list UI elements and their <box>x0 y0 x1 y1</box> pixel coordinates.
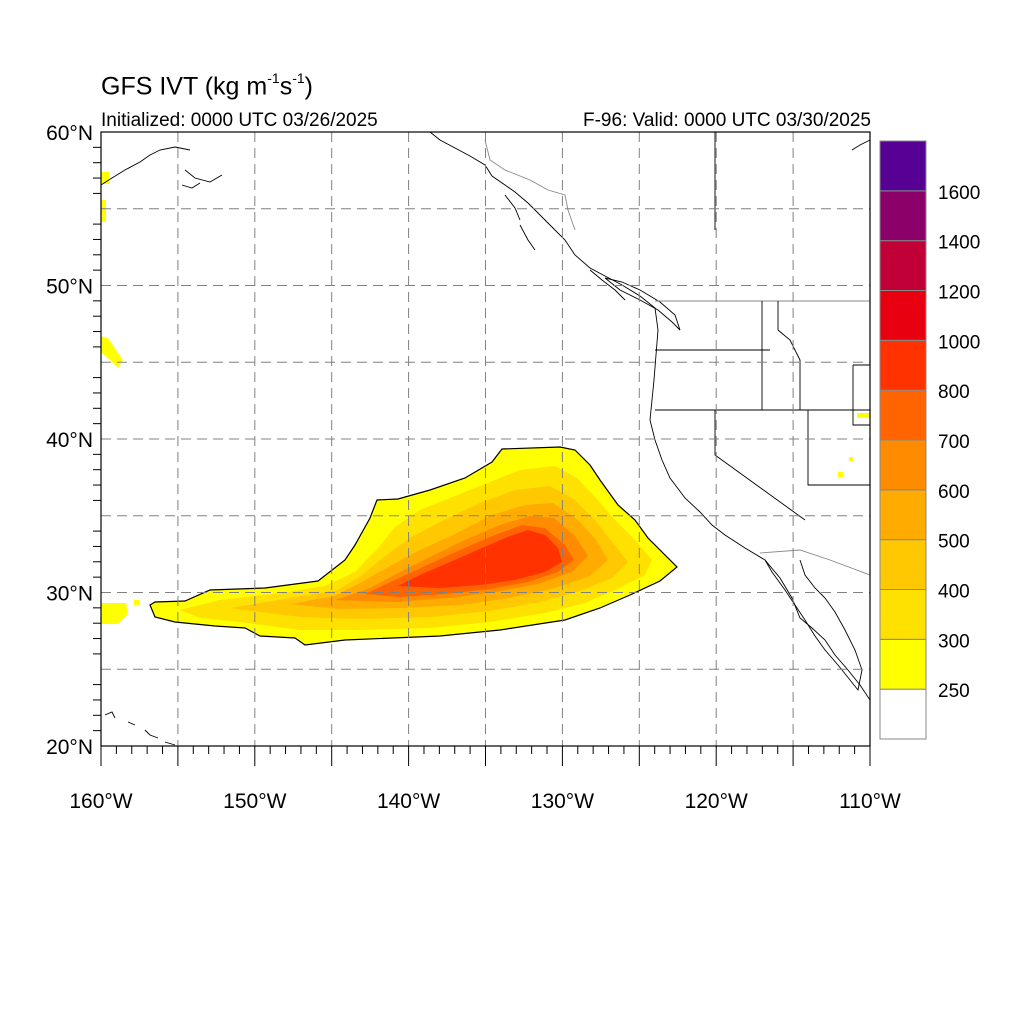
colorbar-swatch <box>879 290 927 341</box>
lat-tick-label: 40°N <box>46 429 93 452</box>
colorbar-label: 500 <box>938 532 970 553</box>
ivt-contour-250 <box>149 446 678 646</box>
coastline-alaska-islands <box>181 169 223 189</box>
ivt-shade-800 <box>398 530 562 588</box>
ivt-patch <box>101 172 109 184</box>
colorbar-label: 300 <box>938 631 970 652</box>
coastline-ne-corner <box>851 139 870 151</box>
coastline-vancouver-island <box>604 277 681 331</box>
lat-tick-label: 20°N <box>46 736 93 759</box>
colorbar-label: 250 <box>938 681 970 702</box>
colorbar-swatch <box>879 638 927 690</box>
lon-tick-label: 150°W <box>223 790 286 813</box>
colorbar-label: 800 <box>938 382 970 403</box>
lon-tick-label: 120°W <box>685 790 748 813</box>
colorbar-label: 700 <box>938 432 970 453</box>
valid-time-label: F-96: Valid: 0000 UTC 03/30/2025 <box>583 110 871 131</box>
colorbar-label: 1400 <box>938 233 980 254</box>
map-grid <box>101 132 870 746</box>
border-states <box>655 132 870 521</box>
colorbar-swatch <box>879 339 927 391</box>
colorbar-swatch <box>879 389 927 441</box>
colorbar: 250 300 400 500 600 700 800 1000 1200 1400 1600 <box>879 140 980 740</box>
political-borders <box>484 132 870 576</box>
colorbar-swatch <box>879 589 927 640</box>
lat-tick-label: 30°N <box>46 583 93 606</box>
ivt-patch <box>134 600 140 605</box>
coastline-baja <box>764 559 863 692</box>
lon-tick-label: 140°W <box>377 790 440 813</box>
coastline-hawaii <box>104 711 176 746</box>
ivt-patch <box>849 457 853 461</box>
ivt-patch <box>101 336 123 368</box>
ivt-patch <box>101 603 128 624</box>
lon-tick-label: 110°W <box>839 790 901 813</box>
ivt-patch <box>838 472 843 477</box>
colorbar-label: 1200 <box>938 283 980 304</box>
lat-tick-label: 50°N <box>46 276 93 299</box>
lon-tick-label: 160°W <box>69 790 132 813</box>
figure-title: GFS IVT (kg m-1s-1) <box>101 70 313 101</box>
colorbar-swatch <box>879 439 927 491</box>
coastline-alaska <box>101 146 191 186</box>
lat-tick-label: 60°N <box>46 122 93 145</box>
coastline-bc-islands <box>504 194 626 301</box>
colorbar-swatch <box>879 539 927 591</box>
ivt-patch <box>101 200 106 222</box>
colorbar-label: 1000 <box>938 332 980 353</box>
border-us-mexico <box>759 549 870 576</box>
initialized-label: Initialized: 0000 UTC 03/26/2025 <box>101 110 378 131</box>
lon-tick-label: 130°W <box>531 790 594 813</box>
axis-ticks <box>93 146 871 766</box>
colorbar-label: 1600 <box>938 183 980 204</box>
ivt-patch <box>857 413 870 418</box>
colorbar-swatch <box>879 240 927 292</box>
colorbar-swatch <box>879 688 927 740</box>
colorbar-label: 600 <box>938 482 970 503</box>
ivt-plume <box>101 172 870 646</box>
lon-tick-labels: 160°W 150°W 140°W 130°W 120°W 110°W <box>69 790 901 813</box>
colorbar-swatch <box>879 489 927 541</box>
colorbar-swatch <box>879 190 927 242</box>
lat-tick-labels: 20°N 30°N 40°N 50°N 60°N <box>46 122 93 759</box>
border-alaska-canada <box>484 139 576 231</box>
colorbar-label: 400 <box>938 582 970 603</box>
colorbar-swatch <box>879 140 927 192</box>
